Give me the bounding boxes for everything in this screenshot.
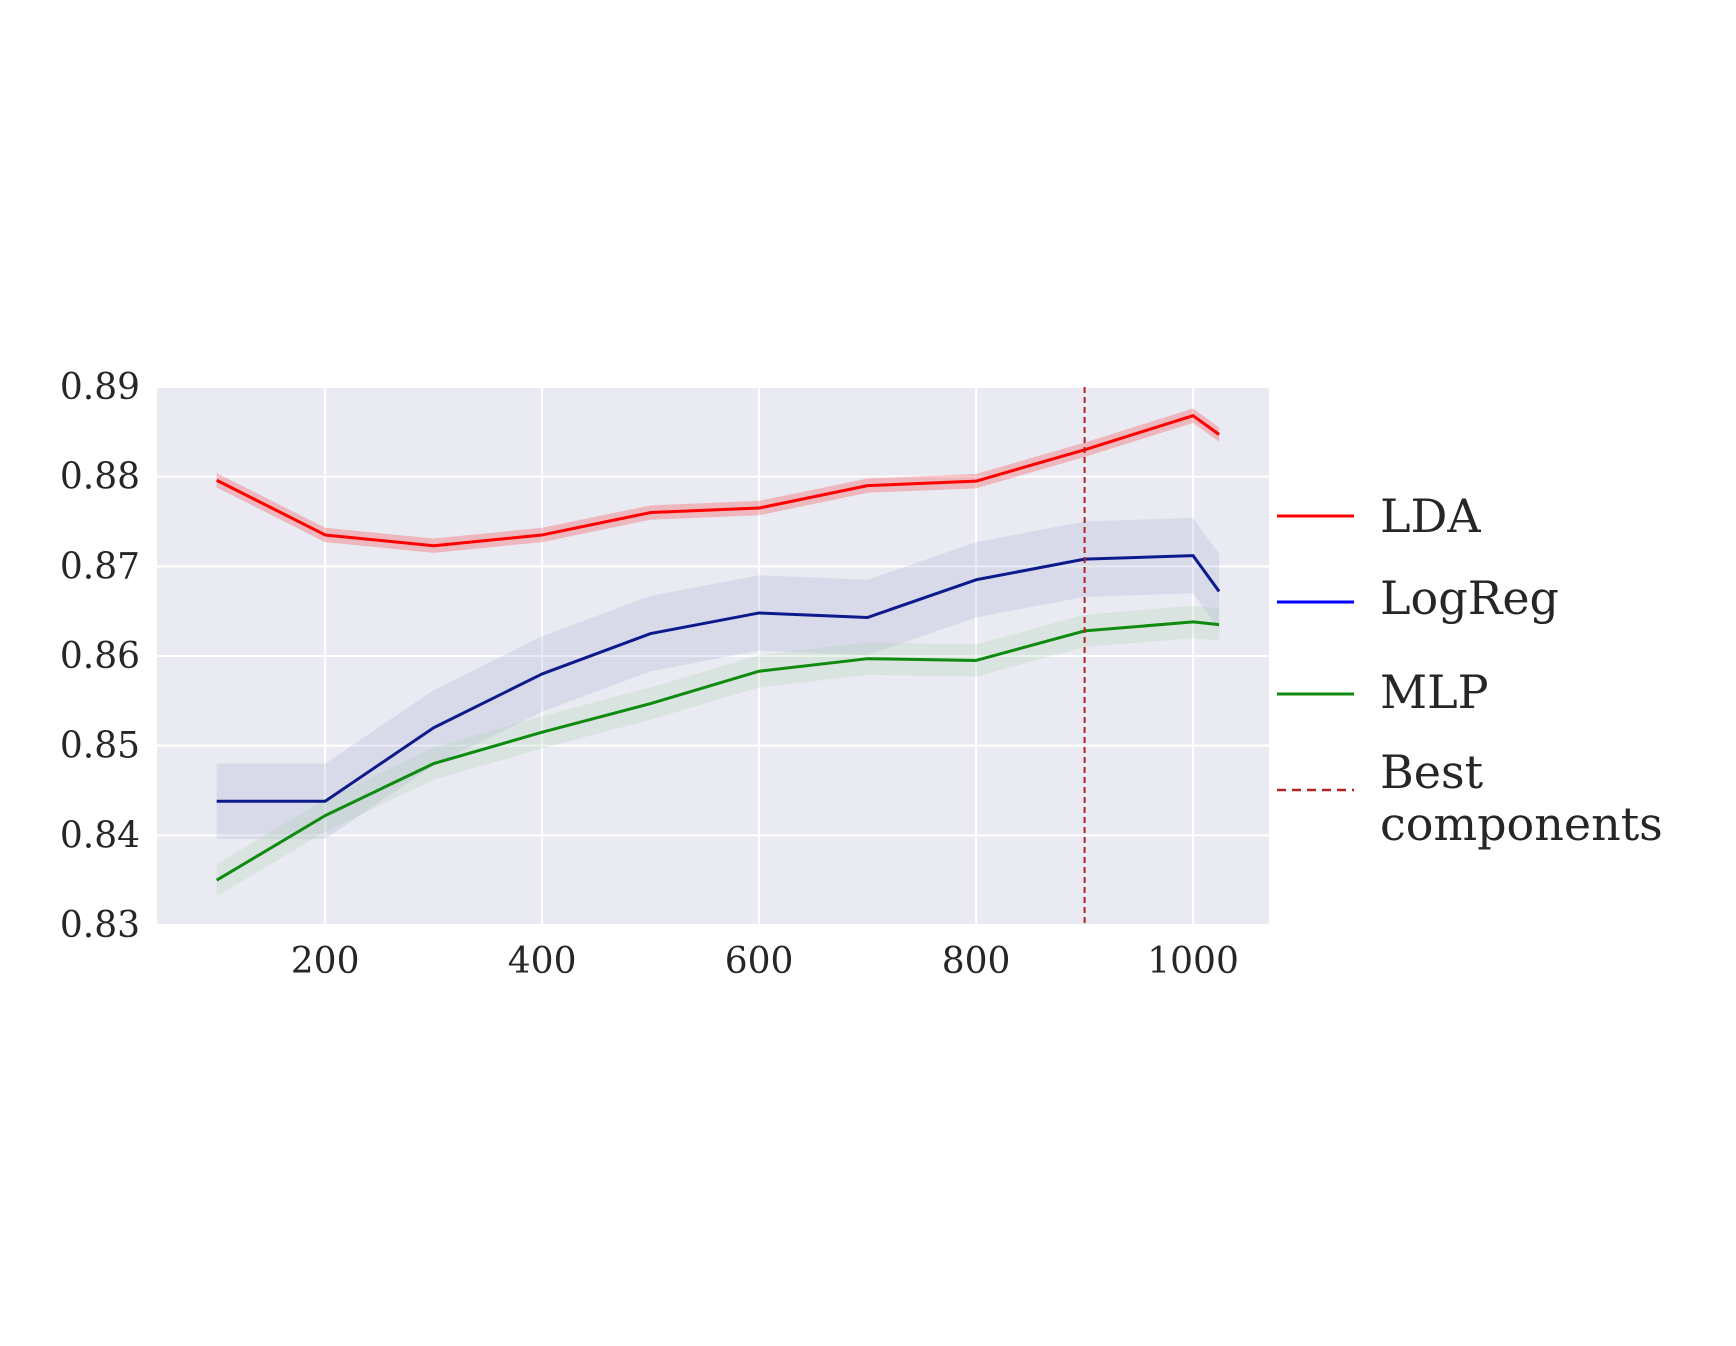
band-logreg: [216, 517, 1220, 839]
x-tick-label: 400: [508, 941, 577, 982]
x-tick-label: 200: [291, 941, 360, 982]
y-tick-label: 0.87: [60, 546, 140, 587]
x-tick-label: 1000: [1147, 941, 1239, 982]
y-tick-label: 0.88: [60, 457, 140, 498]
confidence-bands: [216, 408, 1220, 897]
series-line-logreg: [216, 554, 1221, 803]
x-tick-label: 800: [942, 941, 1011, 982]
y-tick-label: 0.85: [60, 726, 140, 767]
x-axis-ticks: 200 400 600 800 1000: [291, 941, 1239, 982]
y-axis-ticks: 0.83 0.84 0.85 0.86 0.87 0.88 0.89: [60, 367, 140, 946]
legend-label-mlp: MLP: [1380, 665, 1489, 719]
series-line-mlp: [215, 620, 1220, 882]
legend-label-best-line2: components: [1380, 797, 1663, 851]
y-tick-label: 0.83: [60, 905, 140, 946]
band-mlp: [216, 605, 1220, 897]
series-line-lda: [215, 414, 1220, 548]
grid: [157, 386, 1269, 926]
legend-label-logreg: LogReg: [1380, 571, 1559, 625]
y-tick-label: 0.86: [60, 636, 140, 677]
y-tick-label: 0.84: [60, 815, 140, 856]
legend-label-best-line1: Best: [1380, 745, 1484, 799]
y-tick-label: 0.89: [60, 367, 140, 408]
series-lines: [215, 414, 1221, 882]
legend: LDA LogReg MLP Best components: [1277, 489, 1663, 851]
x-tick-label: 600: [725, 941, 794, 982]
legend-label-lda: LDA: [1380, 489, 1481, 543]
